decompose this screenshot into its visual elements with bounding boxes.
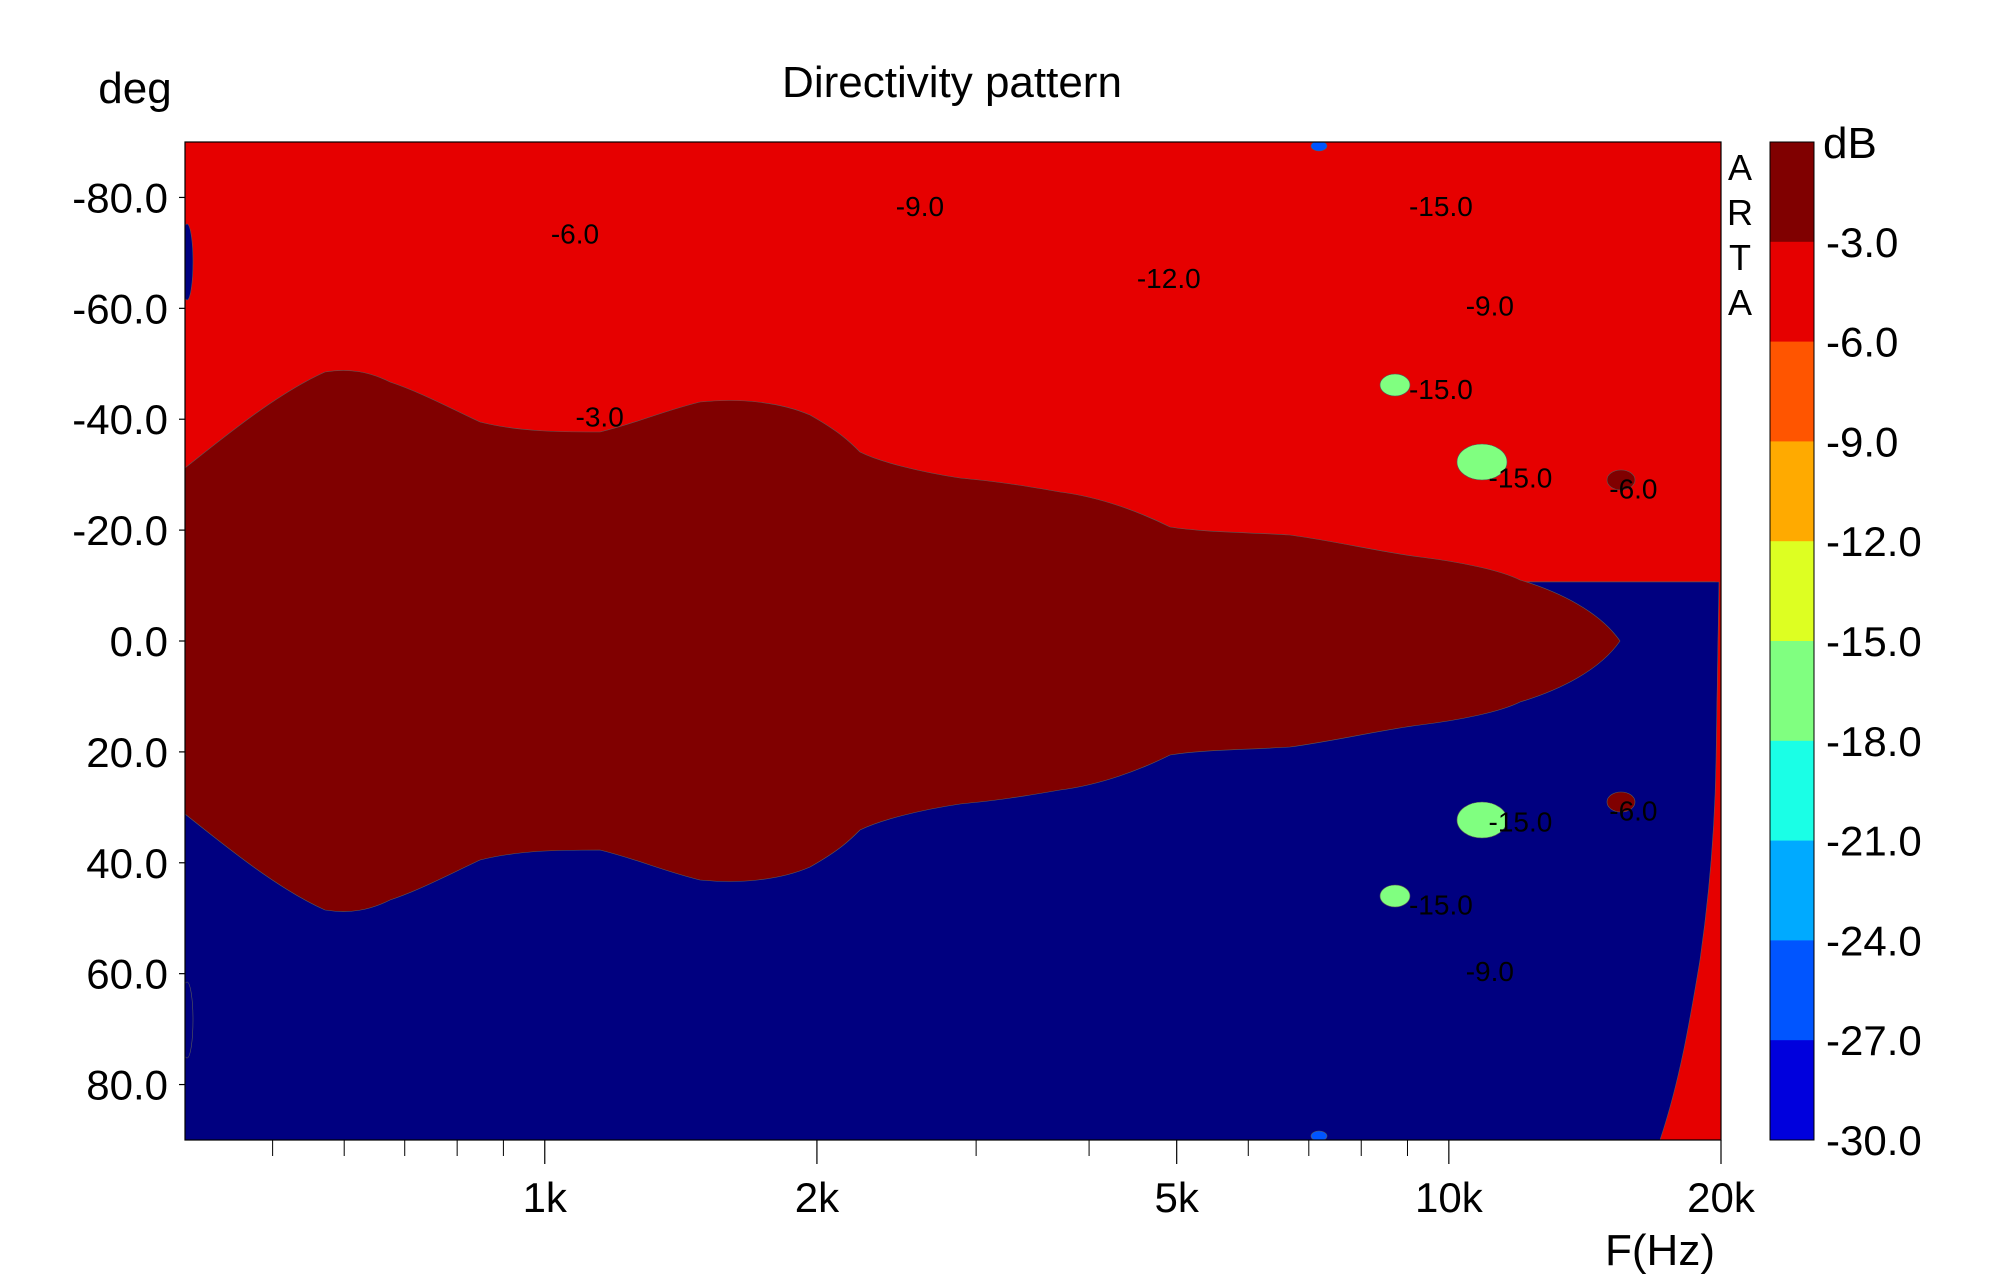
y-tick-label: -80.0 [72, 174, 168, 221]
colorbar-frame [1769, 141, 1815, 1141]
y-tick-label: -60.0 [72, 285, 168, 332]
y-tick-label: 40.0 [86, 840, 168, 887]
contour-label: -15.0 [1489, 806, 1553, 837]
contour-label: -6.0 [1609, 795, 1657, 826]
colorbar-label: -3.0 [1826, 219, 1898, 266]
contour-island-a [1379, 373, 1411, 397]
x-tick-label: 1k [523, 1174, 568, 1221]
y-tick-label: 80.0 [86, 1062, 168, 1109]
y-axis-ticks: -80.0 -60.0 -40.0 -20.0 0.0 20.0 40.0 60.0 80.0 [72, 174, 185, 1109]
colorbar-label: -24.0 [1826, 917, 1922, 964]
x-tick-label: 20k [1687, 1174, 1756, 1221]
contour-band-center-lobe [185, 370, 1621, 912]
y-tick-label: 60.0 [86, 951, 168, 998]
watermark-letter: A [1728, 147, 1752, 188]
contour-label: -12.0 [1137, 263, 1201, 294]
contour-island-g [185, 223, 194, 301]
contour-label: -15.0 [1489, 463, 1553, 494]
colorbar-swatch [1770, 142, 1814, 243]
contour-island-f [1606, 791, 1636, 813]
colorbar-label: -6.0 [1826, 319, 1898, 366]
x-axis-ticks: 1k 2k 5k 10k 20k [272, 1140, 1756, 1221]
contour-label: -3.0 [576, 402, 624, 433]
contour-label: -15.0 [1409, 890, 1473, 921]
watermark-letter: T [1729, 237, 1751, 278]
contour-label: -15.0 [1409, 374, 1473, 405]
colorbar-label: -27.0 [1826, 1017, 1922, 1064]
contour-label: -9.0 [1466, 291, 1514, 322]
colorbar-swatch [1770, 1040, 1814, 1141]
colorbar-swatch [1770, 840, 1814, 941]
colorbar-label: -21.0 [1826, 818, 1922, 865]
colorbar-swatch [1770, 341, 1814, 442]
y-tick-label: 0.0 [110, 618, 168, 665]
colorbar-swatch [1770, 940, 1814, 1041]
y-tick-label: 20.0 [86, 729, 168, 776]
x-tick-label: 2k [795, 1174, 840, 1221]
contour-plot-area [185, 142, 1721, 1140]
colorbar-label: -18.0 [1826, 718, 1922, 765]
colorbar-label: -12.0 [1826, 518, 1922, 565]
contour-label: -6.0 [551, 219, 599, 250]
colorbar-label: -30.0 [1826, 1117, 1922, 1164]
watermark-letter: A [1728, 282, 1752, 323]
contour-island-d [1456, 801, 1508, 839]
contour-island-j [1310, 1130, 1328, 1140]
x-axis-label: F(Hz) [1605, 1226, 1715, 1275]
colorbar-swatch [1770, 641, 1814, 742]
contour-island-i [1310, 142, 1328, 152]
chart-title: Directivity pattern [782, 58, 1122, 107]
contour-label: -6.0 [1609, 474, 1657, 505]
x-tick-label: 10k [1415, 1174, 1484, 1221]
y-tick-label: -40.0 [72, 396, 168, 443]
contour-island-c [1379, 884, 1411, 908]
contour-label: -9.0 [896, 191, 944, 222]
colorbar-swatch [1770, 740, 1814, 842]
contour-islands [185, 142, 1636, 1140]
colorbar-label: -15.0 [1826, 618, 1922, 665]
contour-island-b [1456, 443, 1508, 481]
contour-label: -15.0 [1409, 191, 1473, 222]
colorbar-swatch [1770, 241, 1814, 343]
watermark-letter: R [1727, 192, 1753, 233]
contour-island-h [185, 981, 194, 1059]
colorbar-swatch [1770, 441, 1814, 542]
contour-labels: -6.0 -9.0 -12.0 -15.0 -9.0 -3.0 -15.0 -15.0 -6.0… [551, 191, 1658, 987]
colorbar: -3.0 -6.0 -9.0 -12.0 -15.0 -18.0 -21.0 -24.0 -27… [1769, 141, 1922, 1164]
colorbar-label: -9.0 [1826, 418, 1898, 465]
contour-label: -9.0 [1466, 956, 1514, 987]
x-tick-label: 5k [1155, 1174, 1200, 1221]
contour-island-e [1606, 469, 1636, 491]
y-axis-label: deg [98, 64, 171, 113]
colorbar-unit: dB [1823, 119, 1877, 168]
colorbar-swatch [1770, 541, 1814, 642]
y-tick-label: -20.0 [72, 507, 168, 554]
